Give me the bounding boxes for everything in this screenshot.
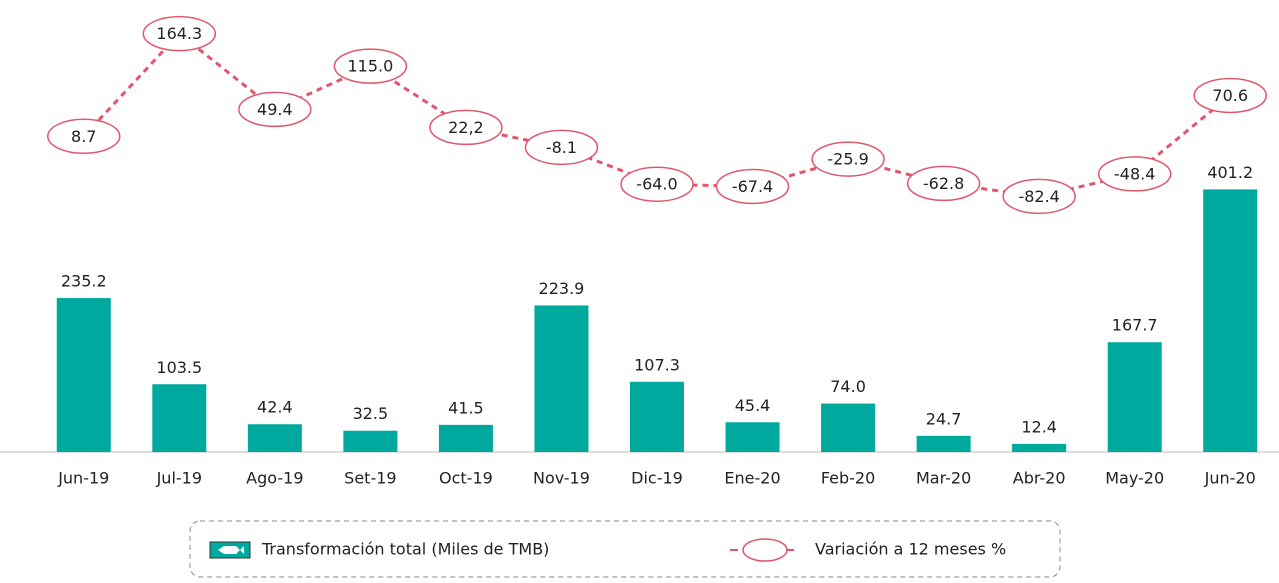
line-value-label: 8.7: [71, 127, 96, 146]
line-value-label: -64.0: [636, 175, 677, 194]
x-tick-label: Mar-20: [916, 469, 971, 488]
bar: [343, 430, 398, 452]
bar-value-label: 103.5: [156, 358, 202, 377]
legend-fish-icon: [218, 546, 244, 554]
bar-value-label: 223.9: [539, 279, 585, 298]
bar: [821, 403, 876, 452]
line-marker: [333, 48, 408, 84]
legend-label: Variación a 12 meses %: [815, 540, 1006, 559]
bar-value-label: 74.0: [830, 377, 866, 396]
x-tick-label: Jun-20: [1204, 469, 1256, 488]
line-value-label: 164.3: [156, 24, 202, 43]
line-value-label: -82.4: [1018, 187, 1059, 206]
line-marker: [1097, 156, 1172, 192]
bar: [630, 381, 684, 452]
bar-value-label: 107.3: [634, 355, 680, 374]
bar: [1203, 189, 1258, 452]
line-value-label: -48.4: [1114, 164, 1155, 183]
bar: [916, 435, 971, 452]
bar: [152, 384, 207, 452]
bar: [1107, 342, 1162, 452]
x-tick-label: Dic-19: [631, 469, 683, 488]
bar-value-label: 42.4: [257, 398, 293, 417]
line-value-label: -8.1: [546, 138, 577, 157]
x-tick-label: Nov-19: [533, 469, 590, 488]
bar-value-label: 24.7: [926, 409, 962, 428]
x-tick-label: Abr-20: [1013, 469, 1066, 488]
x-tick-label: Jul-19: [156, 469, 202, 488]
bar: [1012, 443, 1067, 452]
bar: [534, 305, 589, 452]
line-value-label: -67.4: [732, 177, 773, 196]
bar: [725, 422, 780, 452]
x-tick-label: May-20: [1105, 469, 1164, 488]
line-marker: [524, 129, 599, 166]
bar-value-label: 235.2: [61, 272, 107, 291]
line-marker: [429, 109, 503, 146]
bar: [438, 424, 493, 452]
bar-value-label: 32.5: [353, 404, 389, 423]
legend-box: [189, 520, 1061, 578]
line-marker: [811, 141, 885, 177]
line-marker: [620, 166, 694, 202]
bar-value-label: 12.4: [1021, 417, 1057, 436]
line-marker: [47, 118, 121, 155]
bar-value-label: 167.7: [1112, 316, 1158, 335]
line-marker: [906, 165, 981, 202]
x-tick-label: Ago-19: [246, 469, 303, 488]
bar: [56, 298, 111, 452]
bar: [247, 424, 302, 452]
x-tick-label: Oct-19: [439, 469, 493, 488]
line-value-label: -62.8: [923, 174, 964, 193]
x-tick-label: Feb-20: [821, 469, 875, 488]
line-value-label: -25.9: [827, 150, 868, 169]
line-value-label: 49.4: [257, 100, 293, 119]
line-value-label: 115.0: [347, 57, 393, 76]
legend-marker: [742, 538, 788, 562]
line-marker: [1193, 77, 1267, 114]
bar-value-label: 41.5: [448, 398, 484, 417]
line-value-label: 22,2: [448, 118, 484, 137]
x-tick-label: Set-19: [344, 469, 396, 488]
bar-value-label: 45.4: [735, 396, 771, 415]
line-marker: [715, 168, 790, 205]
legend-label: Transformación total (Miles de TMB): [261, 540, 549, 559]
line-marker: [142, 15, 217, 52]
x-tick-label: Ene-20: [724, 469, 780, 488]
line-marker: [1002, 178, 1076, 215]
bar-value-label: 401.2: [1207, 163, 1253, 182]
line-value-label: 70.6: [1212, 86, 1248, 105]
x-tick-label: Jun-19: [57, 469, 109, 488]
line-marker: [238, 91, 312, 128]
